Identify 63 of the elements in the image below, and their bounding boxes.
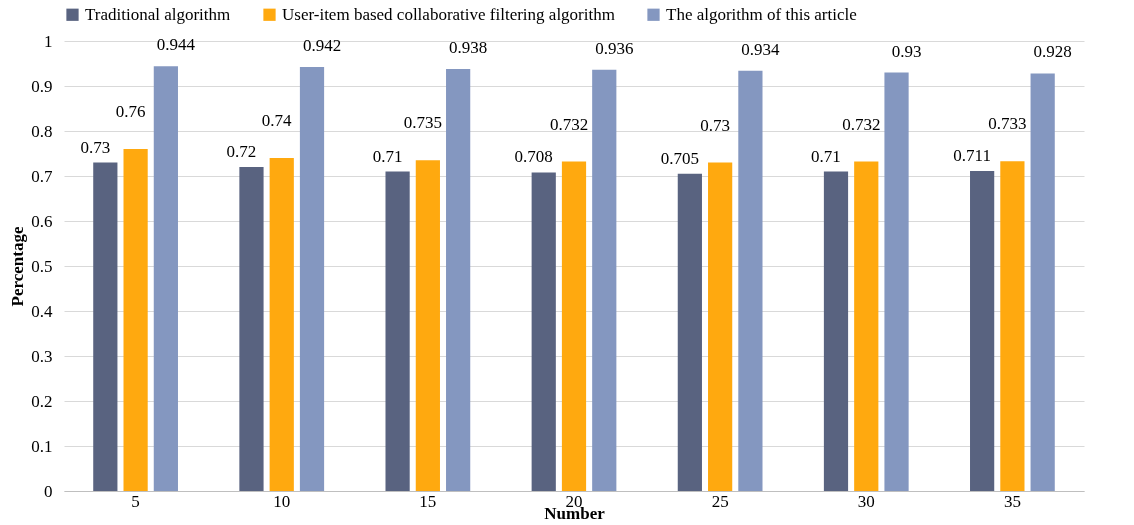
data-label: 0.71: [372, 146, 403, 166]
data-label: 0.711: [953, 146, 991, 166]
x-tick-label: 15: [419, 491, 437, 511]
bar: [269, 158, 294, 491]
y-tick-label: 0.2: [31, 391, 53, 411]
data-label: 0.936: [595, 38, 634, 58]
y-tick-label: 0.8: [31, 121, 53, 141]
data-label: 0.73: [700, 115, 731, 135]
data-label: 0.735: [403, 113, 442, 133]
bar: [1000, 161, 1025, 491]
bar: [592, 69, 617, 491]
data-label: 0.732: [549, 114, 589, 134]
bar: [239, 167, 264, 491]
x-tick-label: 25: [711, 491, 729, 511]
bar: [854, 161, 879, 491]
bar: [123, 149, 148, 491]
legend-label: User-item based collaborative filtering algorithm: [282, 4, 615, 24]
data-label: 0.934: [741, 39, 781, 59]
data-label: 0.928: [1033, 42, 1072, 62]
x-tick-label: 5: [131, 491, 140, 511]
data-label: 0.93: [891, 41, 922, 61]
data-label: 0.705: [660, 148, 699, 168]
data-label: 0.76: [115, 102, 146, 121]
bar: [299, 67, 325, 491]
legend-label: The algorithm of this article: [666, 4, 857, 24]
y-tick-label: 0: [44, 481, 53, 501]
data-label: 0.71: [811, 146, 841, 166]
y-tick-label: 0.3: [31, 346, 53, 366]
y-axis-title: Percentage: [8, 226, 28, 307]
bar: [738, 70, 763, 491]
data-label: 0.73: [80, 137, 111, 157]
data-label: 0.733: [988, 114, 1027, 134]
data-label: 0.942: [302, 36, 342, 56]
bar: [415, 160, 440, 491]
data-label: 0.938: [449, 37, 488, 57]
bar: [823, 171, 849, 491]
data-label: 0.74: [261, 111, 293, 130]
data-label: 0.72: [226, 142, 257, 161]
y-tick-label: 0.7: [31, 166, 53, 186]
data-label: 0.944: [156, 35, 196, 55]
bar: [531, 172, 556, 491]
bar: [1030, 73, 1055, 491]
bar: [385, 171, 410, 491]
bar: [708, 162, 733, 491]
y-tick-label: 0.4: [31, 301, 53, 321]
x-tick-label: 10: [273, 491, 291, 511]
y-tick-label: 0.5: [31, 256, 53, 276]
bar: [561, 161, 587, 491]
bar: [677, 173, 702, 491]
x-tick-label: 30: [857, 491, 875, 511]
y-tick-label: 0.9: [31, 76, 53, 96]
bar: [884, 72, 909, 491]
bar: [446, 68, 471, 491]
bar: [93, 162, 118, 491]
y-tick-label: 1: [44, 31, 53, 51]
bar: [970, 171, 995, 491]
y-tick-label: 0.1: [31, 436, 53, 456]
legend-label: Traditional algorithm: [85, 4, 231, 24]
y-tick-label: 0.6: [31, 211, 53, 231]
bar: [153, 66, 178, 491]
x-tick-label: 35: [1003, 491, 1021, 511]
data-label: 0.708: [514, 147, 553, 167]
data-label: 0.732: [842, 114, 881, 134]
